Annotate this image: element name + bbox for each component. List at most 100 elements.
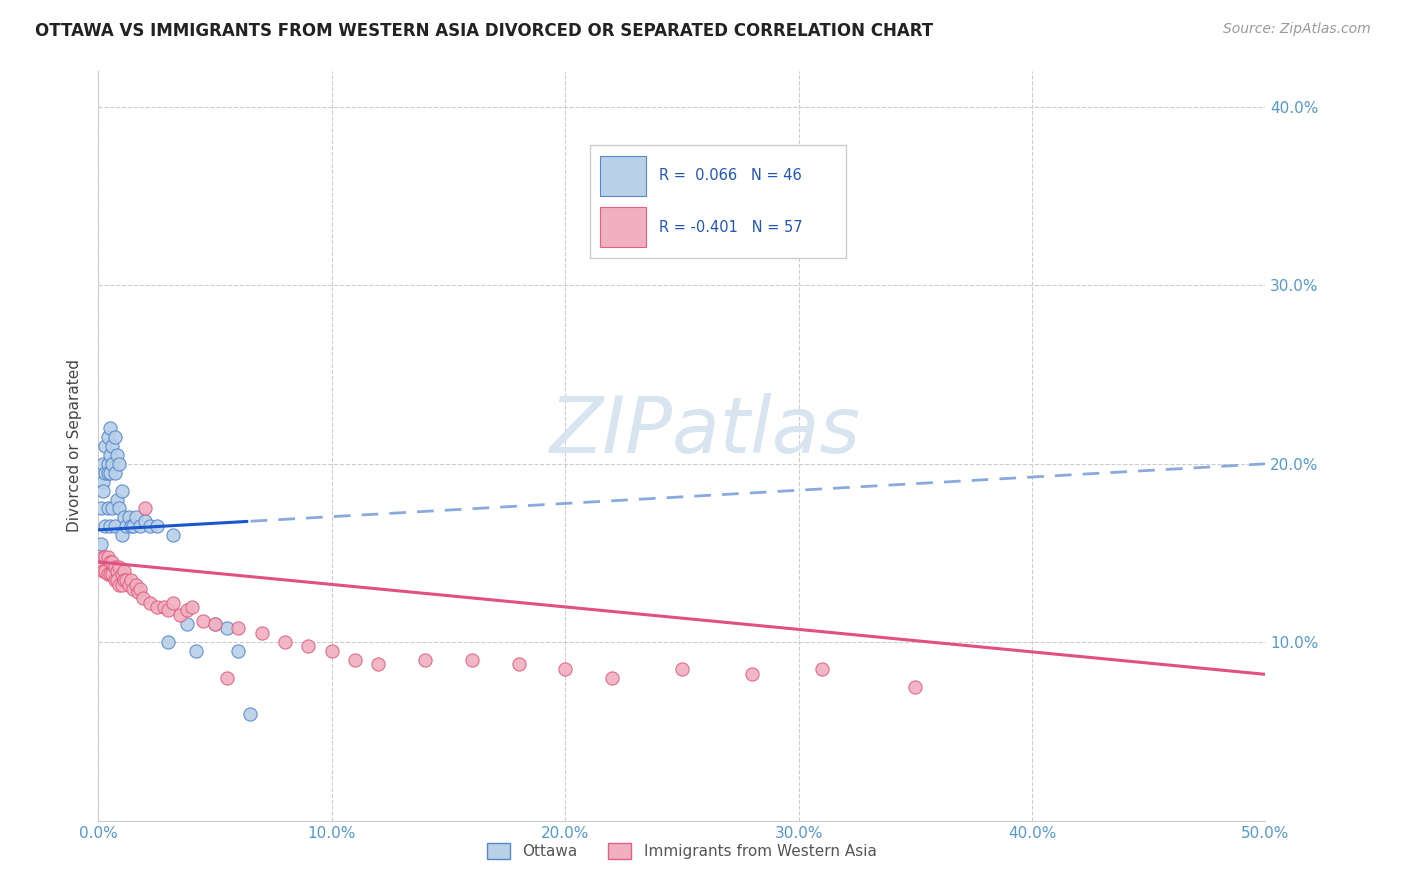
Point — [176, 603, 198, 617]
Text: ZIPatlas: ZIPatlas — [550, 393, 860, 469]
Point — [134, 514, 156, 528]
Point — [811, 662, 834, 676]
Point — [139, 596, 162, 610]
Point — [105, 448, 128, 462]
Text: Source: ZipAtlas.com: Source: ZipAtlas.com — [1223, 22, 1371, 37]
Point — [97, 567, 120, 582]
Point — [104, 430, 127, 444]
Point — [129, 582, 152, 596]
Point — [600, 671, 623, 685]
Point — [228, 621, 250, 635]
Point — [101, 457, 124, 471]
Point — [508, 657, 530, 671]
Point — [105, 492, 128, 507]
Text: R =  0.066   N = 46: R = 0.066 N = 46 — [659, 168, 801, 183]
FancyBboxPatch shape — [600, 207, 647, 247]
Point — [125, 510, 148, 524]
Point — [180, 599, 202, 614]
Point — [98, 466, 121, 480]
Point — [204, 617, 226, 632]
Point — [193, 614, 215, 628]
Point — [146, 599, 169, 614]
Point — [111, 578, 134, 592]
Point — [139, 519, 162, 533]
Point — [104, 573, 127, 587]
Point — [108, 560, 131, 574]
Point — [108, 457, 131, 471]
Point — [91, 564, 114, 578]
Point — [97, 501, 120, 516]
Point — [228, 644, 250, 658]
Point — [94, 549, 117, 564]
Point — [104, 560, 127, 574]
Point — [250, 626, 273, 640]
Point — [111, 528, 134, 542]
Point — [115, 519, 138, 533]
Point — [97, 457, 120, 471]
Point — [94, 519, 117, 533]
Point — [105, 564, 128, 578]
Point — [91, 549, 114, 564]
Point — [98, 421, 121, 435]
Point — [91, 457, 114, 471]
Point — [115, 573, 138, 587]
Point — [157, 603, 180, 617]
Point — [741, 667, 763, 681]
Point — [274, 635, 297, 649]
FancyBboxPatch shape — [600, 156, 647, 196]
Point — [134, 501, 156, 516]
Point — [101, 555, 124, 569]
Point — [146, 519, 169, 533]
Point — [122, 582, 145, 596]
Point — [91, 475, 114, 489]
Point — [461, 653, 484, 667]
Point — [297, 639, 319, 653]
Point — [101, 501, 124, 516]
Point — [152, 599, 174, 614]
Point — [671, 662, 693, 676]
Text: R = -0.401   N = 57: R = -0.401 N = 57 — [659, 220, 803, 235]
Legend: Ottawa, Immigrants from Western Asia: Ottawa, Immigrants from Western Asia — [481, 838, 883, 865]
Point — [118, 578, 141, 592]
Point — [97, 466, 120, 480]
Point — [97, 430, 120, 444]
Point — [122, 519, 145, 533]
Point — [91, 483, 114, 498]
Point — [108, 578, 131, 592]
Point — [98, 555, 121, 569]
Point — [111, 567, 134, 582]
Point — [169, 608, 191, 623]
Point — [120, 519, 142, 533]
Point — [104, 519, 127, 533]
Point — [120, 573, 142, 587]
Point — [90, 537, 112, 551]
Point — [101, 439, 124, 453]
Point — [127, 585, 149, 599]
Point — [90, 555, 112, 569]
Point — [111, 483, 134, 498]
Point — [321, 644, 343, 658]
Point — [132, 591, 155, 605]
FancyBboxPatch shape — [591, 145, 846, 258]
Point — [108, 501, 131, 516]
Point — [157, 635, 180, 649]
Point — [98, 567, 121, 582]
Point — [344, 653, 367, 667]
Point — [98, 448, 121, 462]
Y-axis label: Divorced or Separated: Divorced or Separated — [67, 359, 83, 533]
Point — [112, 564, 135, 578]
Point — [162, 528, 184, 542]
Point — [118, 510, 141, 524]
Point — [94, 564, 117, 578]
Point — [101, 567, 124, 582]
Point — [413, 653, 436, 667]
Point — [176, 617, 198, 632]
Point — [239, 706, 262, 721]
Point — [98, 519, 121, 533]
Point — [90, 501, 112, 516]
Point — [112, 510, 135, 524]
Point — [105, 573, 128, 587]
Point — [554, 662, 576, 676]
Point — [204, 617, 226, 632]
Point — [112, 573, 135, 587]
